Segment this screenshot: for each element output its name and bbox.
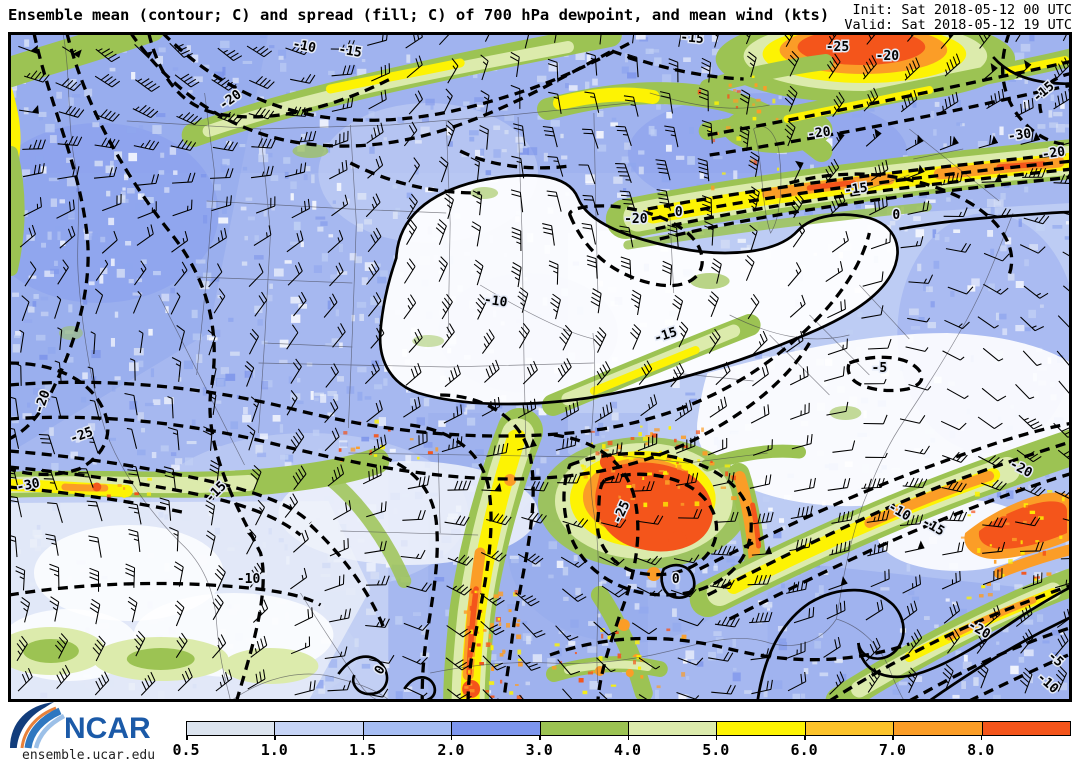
map-border	[9, 33, 1071, 701]
contour-label: -15	[843, 180, 868, 198]
solid-contours	[337, 56, 1071, 701]
init-time: Init: Sat 2018-05-12 00 UTC	[852, 2, 1072, 18]
colorbar-tick	[980, 735, 983, 740]
spread-colorbar	[186, 721, 1071, 736]
colorbar-tick-label: 1.0	[260, 741, 288, 759]
colorbar-tick	[539, 735, 541, 740]
contour-label: -20	[806, 124, 831, 142]
contour-label: -20	[876, 49, 900, 64]
colorbar-tick-label: 0.5	[172, 741, 200, 759]
contour-label: 0	[675, 205, 683, 220]
colorbar-segment	[804, 722, 894, 735]
contour-label: -25	[826, 40, 849, 55]
contour-label: -10	[291, 37, 317, 57]
page-title: Ensemble mean (contour; C) and spread (f…	[8, 6, 830, 24]
valid-time: Valid: Sat 2018-05-12 19 UTC	[844, 17, 1072, 33]
colorbar-tick-label: 7.0	[878, 741, 906, 759]
contour-label: -20	[1041, 144, 1066, 162]
colorbar-tick-label: 3.0	[525, 741, 553, 759]
contour-label: -5	[872, 361, 888, 376]
colorbar-tick	[715, 735, 718, 740]
contour-label: -10	[483, 292, 508, 310]
high-spread-speckles	[97, 75, 1070, 700]
timestamps: Init: Sat 2018-05-12 00 UTC Valid: Sat 2…	[844, 3, 1072, 33]
map-frame: -20 -10 -15 -15 -25 -20 -15 -20 -30 -15 -20 -20 0 0 -1…	[8, 32, 1072, 702]
colorbar-tick-label: 6.0	[790, 741, 818, 759]
contour-label: -15	[680, 33, 705, 47]
ncar-logo-text: NCAR	[64, 712, 151, 745]
colorbar-tick	[274, 735, 276, 740]
colorbar-segment	[628, 722, 717, 735]
weather-map: -20-10 -15-15-25-20-15-20 -30-15-20-20 0 0-1…	[9, 33, 1071, 701]
colorbar-tick-label: 1.5	[349, 741, 377, 759]
contour-label: -10	[237, 572, 261, 587]
colorbar-segment	[187, 722, 275, 735]
colorbar-segment	[981, 722, 1071, 735]
colorbar-tick-label: 4.0	[613, 741, 642, 759]
colorbar-tick	[186, 735, 188, 740]
colorbar-segment	[274, 722, 363, 735]
colorbar-tick-label: 5.0	[702, 741, 730, 759]
colorbar-segment	[893, 722, 982, 735]
state-boundaries	[62, 33, 1014, 701]
wind-barbs-layer	[9, 33, 1071, 701]
colorbar-tick	[450, 735, 453, 740]
colorbar-tick	[362, 735, 365, 740]
contour-label: 0	[672, 572, 680, 587]
site-url-text: ensemble.ucar.edu	[22, 748, 156, 763]
colorbar-tick-label: 8.0	[967, 741, 995, 759]
contour-label: -30	[15, 476, 41, 496]
colorbar-tick	[804, 735, 806, 740]
ncar-logo	[10, 702, 66, 749]
contour-label: -15	[337, 42, 363, 61]
colorbar-tick-labels: 0.5 1.0 1.5 2.0 3.0 4.0 5.0 6.0 7.0 8.0	[172, 735, 1069, 761]
colorbar-tick	[892, 735, 894, 740]
colorbar-segment	[716, 722, 805, 735]
colorbar-tick	[627, 735, 629, 740]
contour-label: 0	[892, 208, 900, 223]
colorbar-segment	[451, 722, 540, 735]
contour-label: -20	[624, 212, 648, 227]
colorbar-segment	[362, 722, 452, 735]
colorbar-segment	[539, 722, 629, 735]
contour-label: -30	[1007, 126, 1032, 144]
colorbar-tick-label: 2.0	[437, 741, 465, 759]
